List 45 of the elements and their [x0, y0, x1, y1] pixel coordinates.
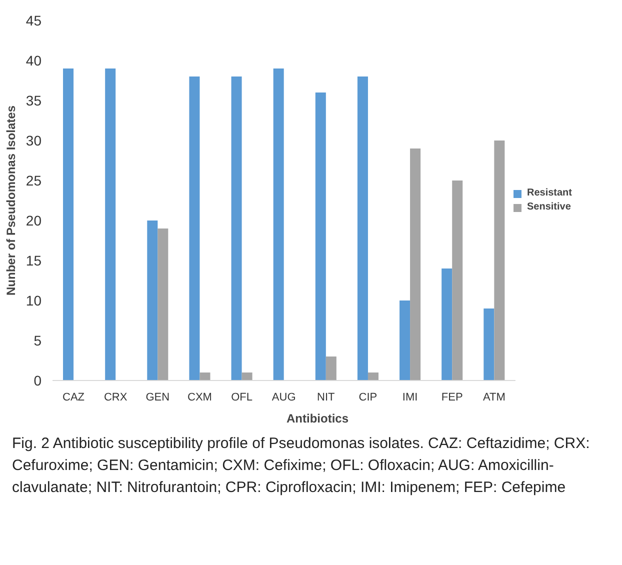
- x-tick-label: AUG: [272, 392, 296, 404]
- bar: [273, 68, 284, 380]
- y-tick-label: 35: [26, 92, 42, 108]
- bar: [158, 228, 168, 380]
- bar: [189, 76, 200, 380]
- x-tick-label: GEN: [146, 392, 170, 404]
- y-tick-label: 10: [26, 292, 42, 308]
- x-tick-label: FEP: [441, 392, 463, 404]
- x-tick-label: IMI: [402, 392, 418, 404]
- bar: [242, 372, 252, 380]
- x-tick-label: CRX: [104, 392, 128, 404]
- bar: [326, 356, 336, 380]
- x-axis-title: Antibiotics: [286, 412, 349, 426]
- bar: [147, 220, 158, 380]
- caption: Fig. 2 Antibiotic susceptibility profile of Pseudomonas isolates. CAZ: Ceftazidime; CRX: Cefuroxime; GEN: Gentamicin; CXM: Cefixime; OFL: Ofloxacin; AUG: Amoxicillin-clavulanate; NIT: Nitrofurantoin; CPR: Ciprofloxacin; IMI: Imipenem; FEP: Cefepime: [12, 434, 591, 498]
- legend-label: Sensitive: [526, 202, 571, 212]
- x-tick-label: NIT: [317, 392, 336, 404]
- y-tick-label: 40: [26, 52, 42, 68]
- bar: [315, 92, 326, 380]
- x-tick-label: CIP: [358, 392, 378, 404]
- bar: [357, 76, 368, 380]
- y-tick-label: 30: [26, 132, 42, 148]
- y-tick-label: 20: [26, 212, 42, 228]
- bar: [231, 76, 242, 380]
- bar: [484, 308, 494, 380]
- bar: [452, 180, 463, 380]
- bar: [200, 372, 210, 380]
- y-axis-title: Nunber of Pseudomonas Isolates: [4, 105, 18, 296]
- bar: [105, 68, 116, 380]
- bar: [410, 148, 421, 380]
- x-tick-label: ATM: [482, 392, 506, 404]
- y-tick-label: 15: [26, 252, 42, 268]
- y-tick-label: 45: [26, 12, 42, 28]
- y-tick-label: 0: [34, 372, 42, 388]
- bar: [494, 140, 505, 380]
- legend-label: Resistant: [526, 188, 572, 198]
- bar: [368, 372, 378, 380]
- x-tick-label: CAZ: [62, 392, 85, 404]
- x-tick-label: CXM: [188, 392, 212, 404]
- bar: [400, 300, 410, 380]
- bar: [63, 68, 74, 380]
- y-tick-label: 5: [34, 332, 42, 348]
- bar: [442, 268, 452, 380]
- x-tick-label: OFL: [231, 392, 252, 404]
- y-tick-label: 25: [26, 172, 42, 188]
